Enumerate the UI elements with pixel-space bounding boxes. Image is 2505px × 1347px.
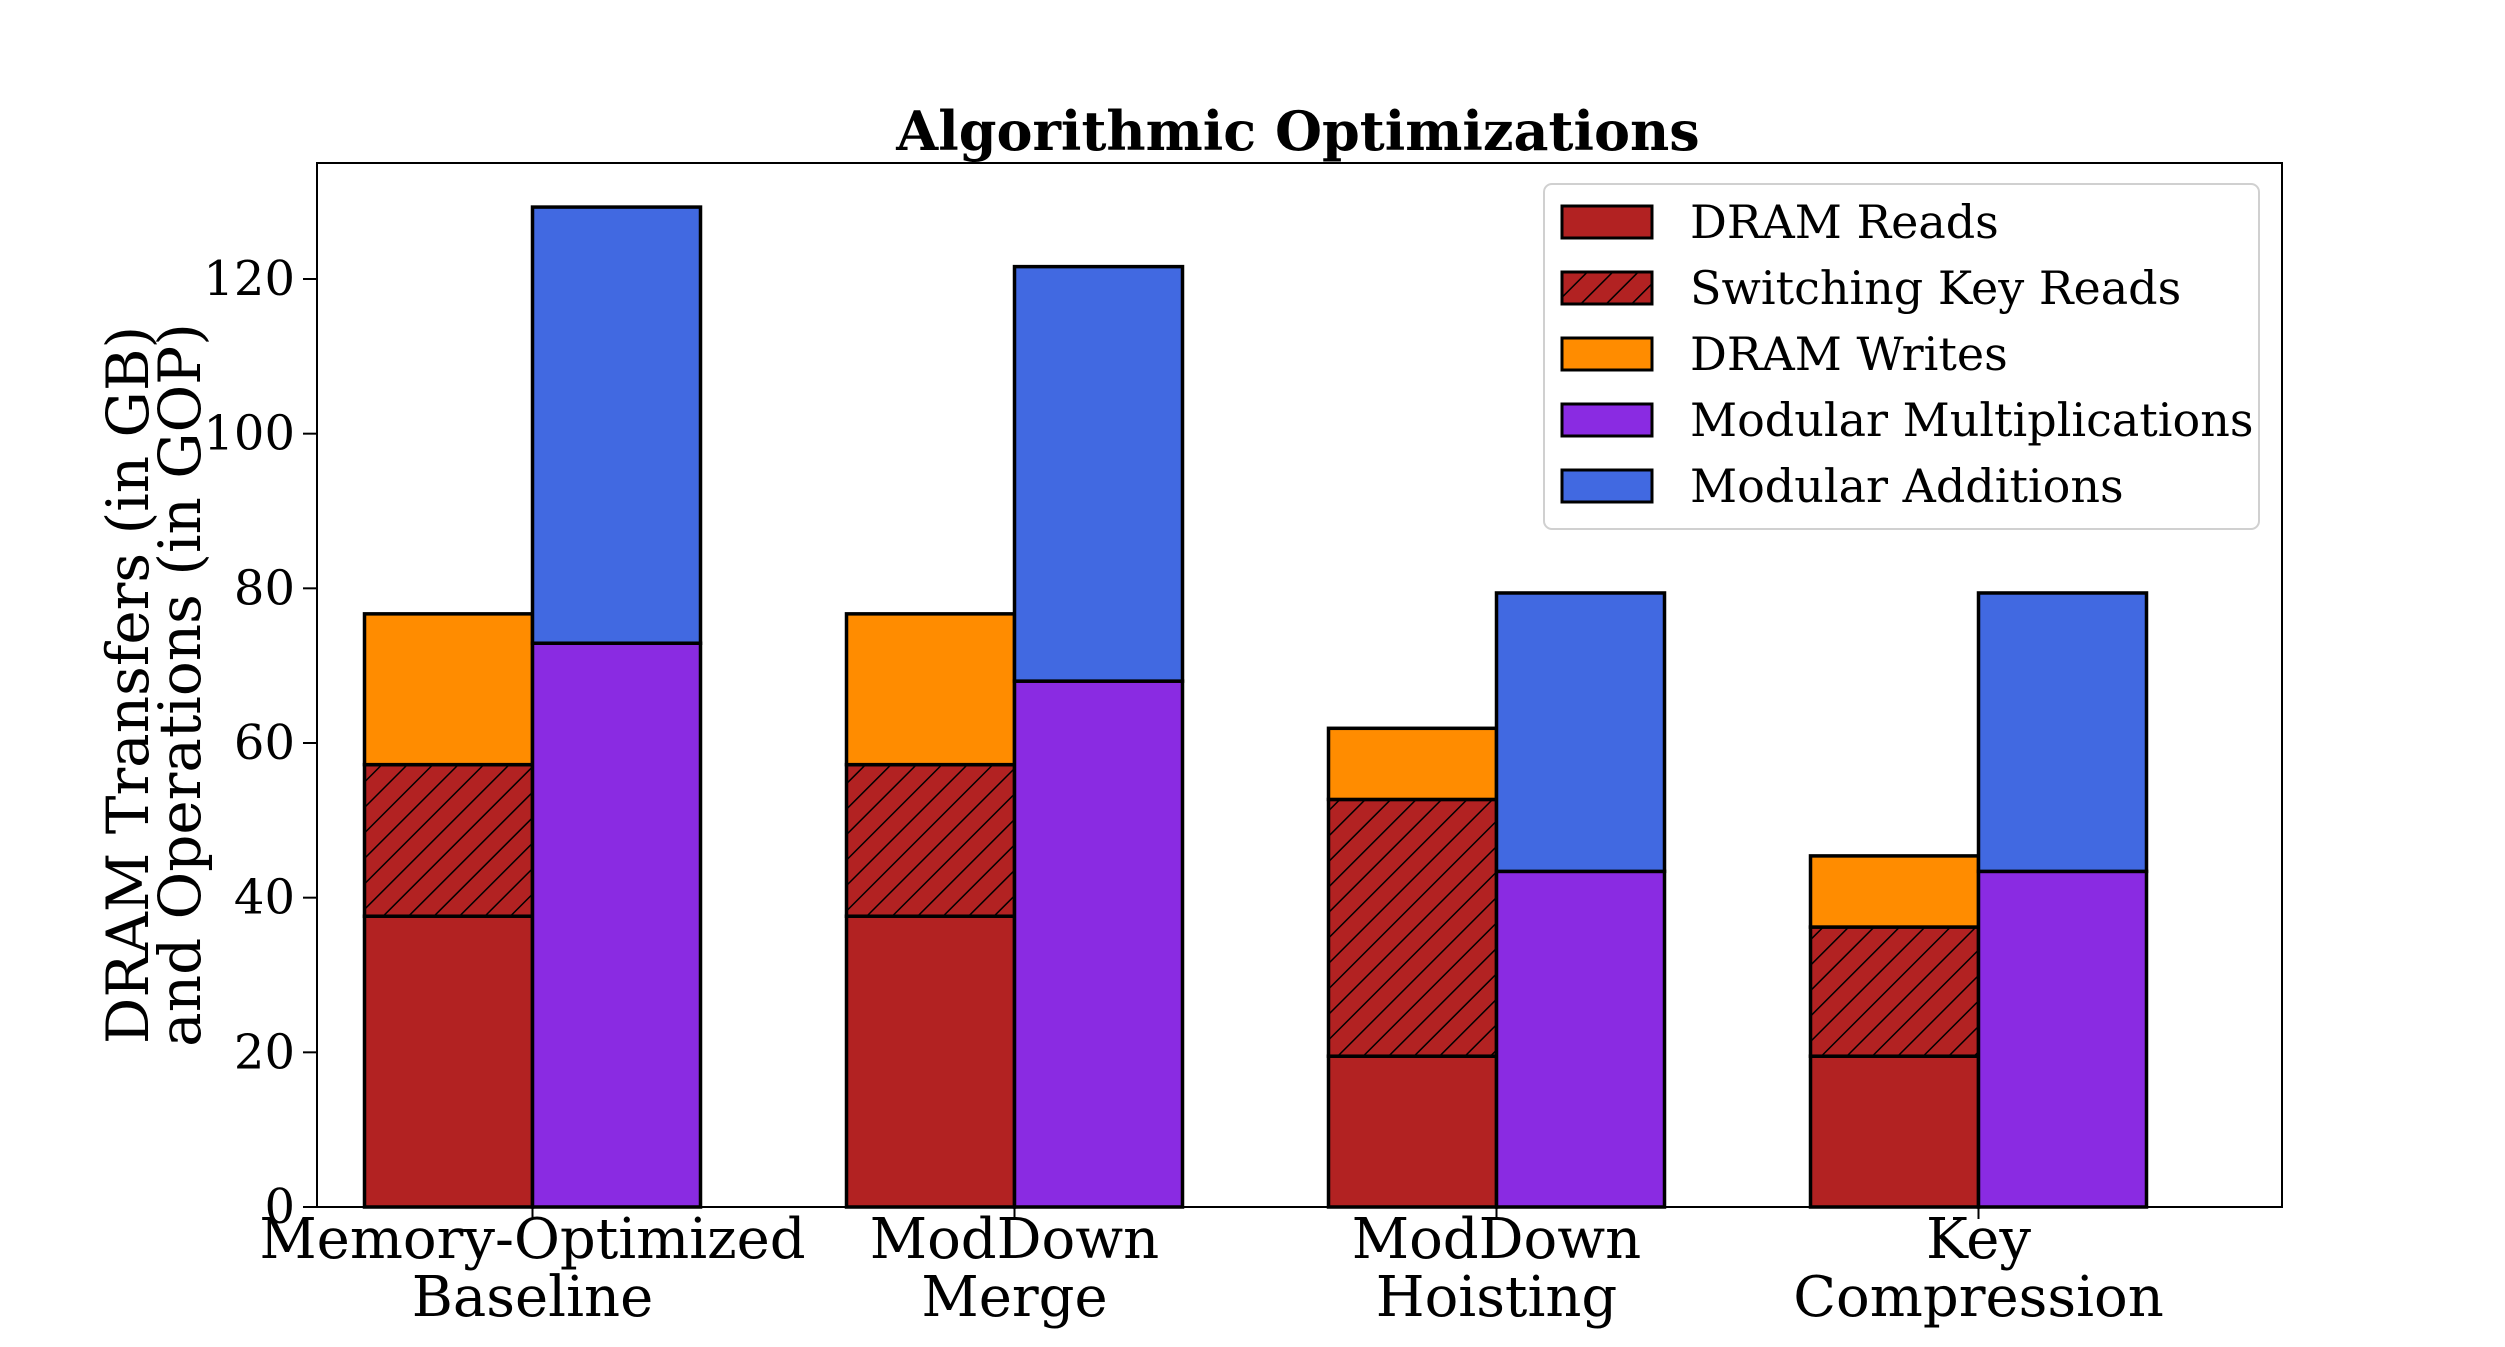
y-tick-label: 60 <box>234 715 295 771</box>
bar-dram-writes <box>1808 854 1981 929</box>
bars <box>362 205 2149 1209</box>
y-tick-label: 40 <box>234 870 295 926</box>
bar-dram-writes <box>362 612 535 767</box>
y-axis-ticks: 0 20 40 60 80 100 120 <box>203 251 317 1235</box>
bar-modular-multiplications <box>530 641 703 1209</box>
bar-modular-multiplications <box>1494 869 1667 1209</box>
y-tick-label: 80 <box>234 560 295 616</box>
bar-dram-reads <box>1808 1054 1981 1209</box>
y-tick-label: 20 <box>234 1024 295 1080</box>
legend-swatch-modular-multiplications <box>1560 402 1654 438</box>
bar-dram-writes <box>1326 726 1499 802</box>
y-axis-label: DRAM Transfers (in GB)and Operations (in… <box>94 323 214 1047</box>
x-category-label: Baseline <box>412 1265 653 1330</box>
bar-switching-key-reads <box>844 762 1017 918</box>
bar-switching-key-reads <box>1808 925 1981 1058</box>
x-category-label: Merge <box>921 1265 1107 1330</box>
legend-swatch-dram-reads <box>1560 204 1654 240</box>
bar-switching-key-reads <box>1326 797 1499 1058</box>
y-tick-label: 100 <box>203 406 295 462</box>
bar-modular-additions <box>1976 591 2149 874</box>
x-category-label: Compression <box>1793 1265 2164 1330</box>
bar-modular-additions <box>530 205 703 645</box>
y-axis-label-line: and Operations (in GOP) <box>146 323 214 1047</box>
chart-title: Algorithmic Optimizations <box>895 99 1699 163</box>
legend: DRAM Reads Switching Key Reads DRAM Writes… <box>1543 183 2260 530</box>
legend-box <box>1543 183 2260 530</box>
bar-dram-reads <box>362 914 535 1209</box>
legend-swatch-dram-writes <box>1560 336 1654 372</box>
legend-label: Modular Multiplications <box>1690 393 2253 447</box>
bar-switching-key-reads <box>362 762 535 918</box>
x-category-label: ModDown <box>1352 1207 1642 1272</box>
bar-modular-multiplications <box>1976 869 2149 1209</box>
bar-dram-writes <box>844 612 1017 767</box>
x-axis-categories: Memory-OptimizedBaselineModDownMergeModD… <box>259 1207 2164 1330</box>
legend-label: DRAM Writes <box>1690 327 2008 381</box>
bar-dram-reads <box>1326 1054 1499 1209</box>
bar-modular-additions <box>1494 591 1667 874</box>
bar-dram-reads <box>844 914 1017 1209</box>
x-category-label: Key <box>1926 1207 2031 1272</box>
x-category-label: ModDown <box>870 1207 1160 1272</box>
legend-swatch-switching-key-reads <box>1560 270 1654 306</box>
legend-label: Modular Additions <box>1690 459 2124 513</box>
legend-swatch-modular-additions <box>1560 468 1654 504</box>
x-category-label: Memory-Optimized <box>259 1207 805 1272</box>
x-category-label: Hoisting <box>1376 1265 1618 1330</box>
legend-label: DRAM Reads <box>1690 195 1999 249</box>
y-tick-label: 120 <box>203 251 295 307</box>
bar-modular-additions <box>1012 264 1185 683</box>
bar-modular-multiplications <box>1012 679 1185 1209</box>
legend-label: Switching Key Reads <box>1690 261 2181 315</box>
plot-frame <box>316 162 2283 1208</box>
y-tick-label: 0 <box>264 1179 295 1235</box>
y-axis-label-line: DRAM Transfers (in GB) <box>94 326 162 1044</box>
